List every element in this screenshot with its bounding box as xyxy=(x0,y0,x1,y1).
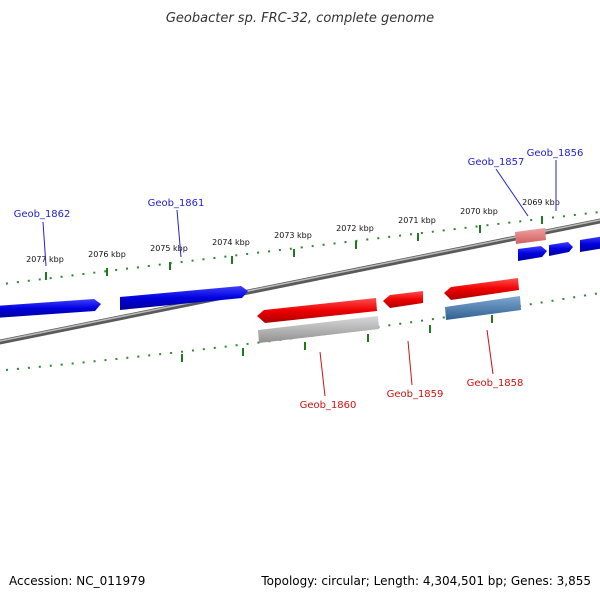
ruler-label: 2070 kbp xyxy=(460,207,498,216)
top-gene-labels: Geob_1862 Geob_1861 Geob_1857 Geob_1856 xyxy=(14,148,584,267)
ruler-label: 2076 kbp xyxy=(88,250,126,259)
gene-label[interactable]: Geob_1857 xyxy=(468,157,525,168)
gene-label[interactable]: Geob_1858 xyxy=(467,378,524,389)
ruler-label: 2075 kbp xyxy=(150,244,188,253)
upper-major-ticks xyxy=(45,216,543,280)
forward-genes xyxy=(0,236,600,318)
bottom-gene-labels: Geob_1860 Geob_1859 Geob_1858 xyxy=(300,329,524,411)
gene-label[interactable]: Geob_1859 xyxy=(387,389,444,400)
lower-major-ticks xyxy=(181,315,493,362)
ruler-label: 2069 kbp xyxy=(522,198,560,207)
gene-arrow[interactable] xyxy=(580,236,600,252)
reverse-genes xyxy=(257,278,519,323)
gene-arrow[interactable] xyxy=(549,242,573,256)
pseudo-gene[interactable] xyxy=(445,296,521,320)
ruler-label: 2073 kbp xyxy=(274,231,312,240)
accession-text: Accession: NC_011979 xyxy=(9,574,145,588)
gene-label[interactable]: Geob_1860 xyxy=(300,400,357,411)
gene-arrow[interactable] xyxy=(518,246,547,261)
gene-arrow[interactable] xyxy=(120,286,248,310)
gene-label[interactable]: Geob_1861 xyxy=(148,198,205,209)
topology-summary: Topology: circular; Length: 4,304,501 bp… xyxy=(260,574,591,588)
ruler-label: 2074 kbp xyxy=(212,238,250,247)
ruler-label: 2077 kbp xyxy=(26,255,64,264)
upper-ruler xyxy=(0,211,600,286)
shadow-gene[interactable] xyxy=(258,316,379,343)
gene-arrow[interactable] xyxy=(383,291,423,308)
map-title: Geobacter sp. FRC-32, complete genome xyxy=(166,11,434,26)
ruler-label: 2071 kbp xyxy=(398,216,436,225)
rna-gene[interactable] xyxy=(515,228,546,244)
gene-arrow[interactable] xyxy=(257,298,377,323)
ruler-label: 2072 kbp xyxy=(336,224,374,233)
gene-label[interactable]: Geob_1856 xyxy=(527,148,584,159)
gene-arrow[interactable] xyxy=(444,278,519,300)
gene-arrow[interactable] xyxy=(0,299,101,318)
gene-label[interactable]: Geob_1862 xyxy=(14,209,71,220)
ruler-labels: 2077 kbp 2076 kbp 2075 kbp 2074 kbp 2073… xyxy=(26,198,560,264)
